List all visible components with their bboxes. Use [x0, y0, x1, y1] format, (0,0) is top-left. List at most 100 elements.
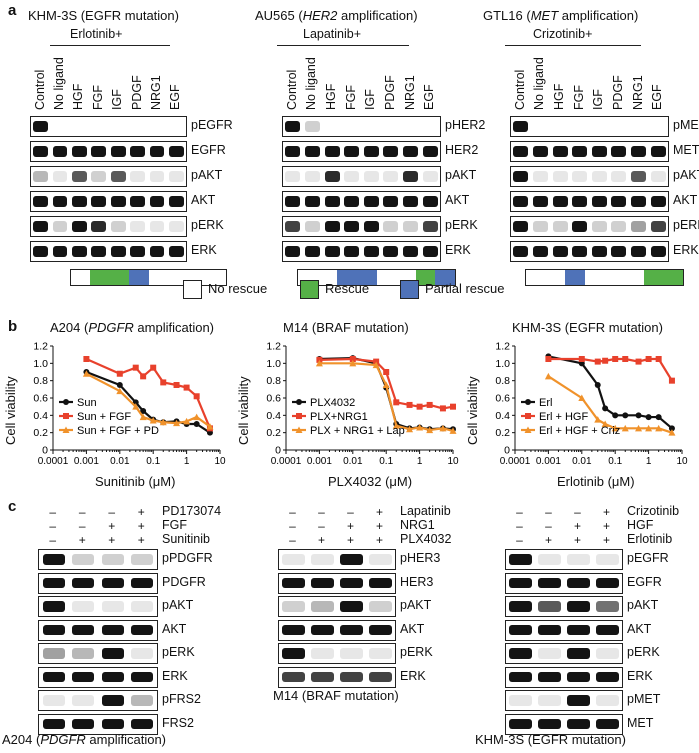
- western-blot-strip: [278, 572, 396, 594]
- lane-label: NRG1: [630, 75, 645, 110]
- blot-label: FRS2: [162, 715, 194, 730]
- treatment-sign: +: [602, 505, 610, 519]
- treatment-sign: +: [573, 519, 581, 533]
- data-point: [602, 405, 609, 412]
- panel-a-title-2: GTL16 (MET amplification): [483, 8, 639, 23]
- data-point: [594, 382, 601, 388]
- treatment-sign: +: [317, 533, 325, 547]
- western-blot-strip: [278, 666, 396, 688]
- y-tick-label: 1.0: [33, 358, 48, 370]
- data-point: [183, 417, 191, 425]
- blot-label: ERK: [445, 243, 471, 257]
- x-tick-label: 0.0001: [38, 456, 69, 467]
- western-blot-strip: [38, 713, 158, 735]
- blot-label: AKT: [445, 193, 470, 207]
- western-blot-strip: [282, 216, 441, 237]
- data-point: [426, 426, 434, 434]
- legend-label: PLX4032: [310, 397, 355, 409]
- lane-label: IGF: [110, 89, 125, 110]
- chart-plot-1: 0 0.2 0.4 0.6 0.8 1.0 1.2 0.0001 0.001 0.01 0.1 1 10…: [266, 341, 459, 468]
- western-blot-strip: [282, 166, 441, 187]
- western-blot-strip: [505, 596, 623, 617]
- y-tick-label: 0.2: [33, 427, 48, 439]
- blot-label: AKT: [627, 621, 652, 636]
- data-point: [602, 357, 609, 364]
- y-tick-label: 0.4: [266, 410, 281, 422]
- rescue-bar-1: [297, 269, 456, 286]
- data-point: [383, 369, 390, 375]
- data-point: [116, 387, 124, 395]
- data-point: [594, 416, 602, 423]
- y-tick-label: 0.2: [495, 427, 510, 439]
- legend-marker: [525, 399, 531, 405]
- western-blot-strip: [38, 596, 158, 617]
- treatment-sign: +: [375, 519, 383, 533]
- y-tick-label: 0.4: [495, 410, 510, 422]
- data-point: [645, 414, 652, 421]
- data-point: [159, 418, 167, 426]
- legend-marker: [296, 413, 302, 419]
- data-point: [139, 413, 147, 421]
- lane-label: No ligand: [304, 57, 319, 110]
- y-tick-label: 1.0: [266, 358, 281, 370]
- data-point: [173, 419, 181, 427]
- data-point: [160, 379, 167, 386]
- lane-label: FGF: [571, 85, 586, 110]
- western-blot-strip: [505, 643, 623, 664]
- data-point: [645, 424, 653, 432]
- data-point: [132, 403, 140, 410]
- blot-label: pAKT: [673, 168, 699, 182]
- western-blot-strip: [505, 619, 623, 641]
- data-point: [193, 393, 200, 400]
- lane-label: PDGF: [129, 75, 144, 110]
- chart-title-1: M14 (BRAF mutation): [283, 320, 409, 335]
- y-tick-label: 0.6: [266, 393, 281, 405]
- legend-label: PLX + NRG1 + Lap: [310, 425, 405, 437]
- data-point: [406, 425, 414, 433]
- lane-label: HGF: [552, 83, 567, 110]
- legend-marker: [62, 426, 70, 433]
- blot-label: HER3: [400, 574, 434, 589]
- treatment-sign: –: [78, 505, 86, 519]
- treatment-sign: +: [78, 533, 86, 547]
- blot-label: EGFR: [191, 143, 226, 157]
- y-tick-label: 0: [42, 445, 48, 457]
- lane-label: No ligand: [52, 57, 67, 110]
- blot-label: HER2: [445, 143, 479, 157]
- x-tick-label: 10: [447, 456, 459, 467]
- western-blot-strip: [278, 596, 396, 617]
- data-point: [439, 405, 446, 412]
- data-point: [173, 382, 180, 388]
- data-point: [193, 421, 200, 427]
- western-blot-strip: [278, 643, 396, 664]
- blot-label: pAKT: [400, 598, 432, 612]
- treatment-sign: –: [347, 505, 354, 519]
- x-tick-label: 0.1: [608, 456, 622, 467]
- legend-marker: [296, 399, 302, 405]
- blot-label: AKT: [191, 193, 216, 207]
- western-blot-strip: [30, 141, 187, 162]
- treatment-sign: +: [346, 533, 354, 547]
- lane-label: NRG1: [402, 75, 417, 110]
- data-point: [612, 356, 619, 362]
- western-blot-strip: [38, 690, 158, 711]
- panel-a-drug-2: Crizotinib+: [533, 27, 593, 41]
- treatment-sign: –: [516, 533, 523, 547]
- x-tick-label: 0.001: [307, 456, 332, 467]
- treatment-sign: –: [289, 519, 296, 533]
- legend-swatch: [400, 280, 419, 299]
- western-blot-strip: [505, 666, 623, 688]
- x-tick-label: 0.0001: [500, 456, 531, 467]
- western-blot-strip: [505, 690, 623, 711]
- treatment-sign: +: [137, 519, 145, 533]
- legend-marker: [525, 413, 531, 419]
- panel-a-label: a: [8, 2, 17, 19]
- data-point: [349, 356, 356, 362]
- data-point: [416, 403, 423, 410]
- lane-label: EGF: [422, 84, 437, 110]
- y-tick-label: 1.2: [33, 341, 48, 353]
- legend-swatch: [183, 280, 202, 299]
- data-point: [206, 423, 214, 430]
- treatment-label: FGF: [162, 518, 187, 532]
- x-tick-label: 1: [184, 456, 190, 467]
